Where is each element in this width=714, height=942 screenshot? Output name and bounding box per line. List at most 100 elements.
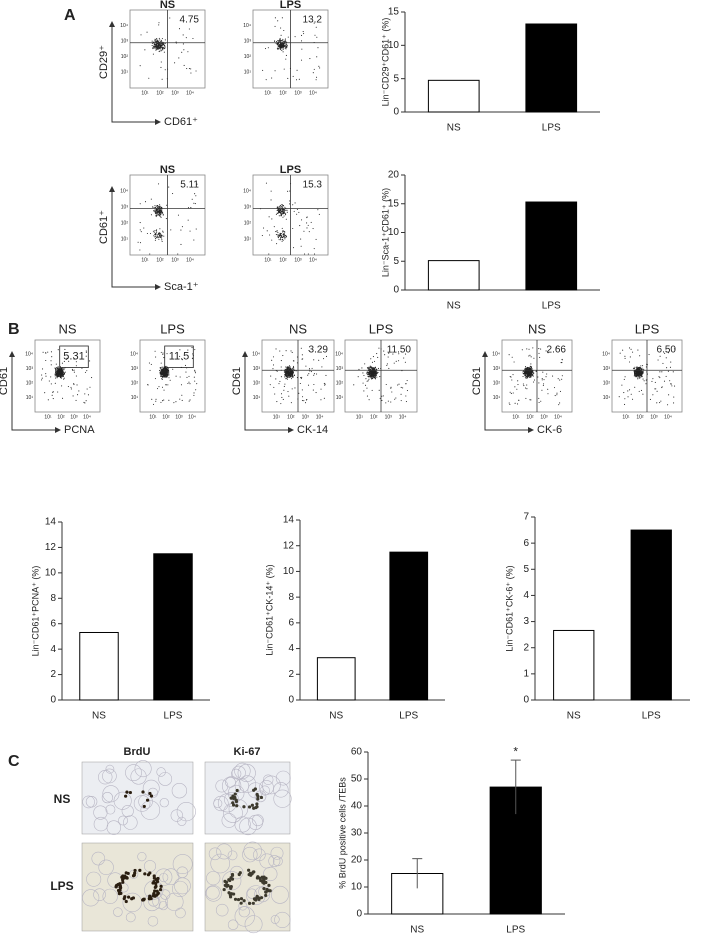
flow-event <box>530 374 531 375</box>
flow-event <box>168 370 169 371</box>
flow-tick-label: 10³ <box>336 366 344 372</box>
flow-tick-label: 10⁴ <box>243 188 251 194</box>
flow-tick-label: 10³ <box>493 366 501 372</box>
flow-event <box>165 373 166 374</box>
flow-tick-label: 10⁴ <box>186 257 194 263</box>
flow-event <box>303 33 304 34</box>
flow-event <box>523 383 524 384</box>
flow-event <box>301 60 302 61</box>
flow-event <box>139 249 140 250</box>
flow-event <box>158 213 159 214</box>
flow-event <box>532 373 533 374</box>
flow-quadrant-value: 6.50 <box>657 345 677 356</box>
flow-event <box>290 375 291 376</box>
flow-event <box>303 231 304 232</box>
flow-event <box>325 375 326 376</box>
flow-quadrant-value: 15.3 <box>303 180 323 191</box>
bar <box>317 658 355 700</box>
nucleus <box>260 796 263 799</box>
flow-event <box>286 350 287 351</box>
flow-event <box>62 371 63 372</box>
flow-event <box>58 349 59 350</box>
flow-event <box>362 372 363 373</box>
flow-event <box>320 389 321 390</box>
flow-event <box>525 372 526 373</box>
flow-event <box>193 239 194 240</box>
flow-event <box>155 351 156 352</box>
flow-event <box>163 232 164 233</box>
flow-event <box>282 40 283 41</box>
flow-event <box>376 374 377 375</box>
flow-event <box>189 231 190 232</box>
flow-event <box>154 205 155 206</box>
flow-event <box>287 212 288 213</box>
flow-event <box>636 373 637 374</box>
flow-event <box>166 375 167 376</box>
flow-tick-label: 10¹ <box>264 90 272 96</box>
y-tick-label: 10 <box>45 567 57 578</box>
flow-event <box>394 399 395 400</box>
flow-event <box>286 219 287 220</box>
flow-event <box>661 371 662 372</box>
flow-event <box>184 65 185 66</box>
flow-event <box>157 205 158 206</box>
flow-event <box>285 40 286 41</box>
flow-event <box>659 377 660 378</box>
flow-event <box>162 231 163 232</box>
flow-event <box>629 347 630 348</box>
flow-event <box>290 350 291 351</box>
flow-event <box>50 376 51 377</box>
flow-tick-label: 10³ <box>244 39 252 45</box>
flow-event <box>265 48 266 49</box>
flow-event <box>373 371 374 372</box>
flow-event <box>373 367 374 368</box>
flow-event <box>280 44 281 45</box>
flow-event <box>317 209 318 210</box>
flow-event <box>292 374 293 375</box>
flow-event <box>301 40 302 41</box>
flow-event <box>51 383 52 384</box>
flow-event <box>277 234 278 235</box>
flow-tick-label: 10³ <box>603 366 611 372</box>
flow-event <box>194 349 195 350</box>
flow-event <box>163 374 164 375</box>
flow-event <box>527 374 528 375</box>
flow-event <box>274 226 275 227</box>
flow-event <box>561 379 562 380</box>
panel-label: C <box>8 753 20 770</box>
flow-event <box>157 207 158 208</box>
flow-event <box>283 212 284 213</box>
flow-event <box>509 354 510 355</box>
flow-event <box>287 191 288 192</box>
flow-event <box>386 384 387 385</box>
flow-event <box>62 398 63 399</box>
flow-event <box>316 56 317 57</box>
flow-event <box>158 24 159 25</box>
flow-event <box>286 376 287 377</box>
flow-event <box>637 372 638 373</box>
flow-event <box>161 210 162 211</box>
flow-event <box>638 372 639 373</box>
nucleus <box>240 897 243 900</box>
flow-event <box>49 380 50 381</box>
flow-event <box>659 402 660 403</box>
flow-event <box>177 253 178 254</box>
nucleus <box>231 874 234 877</box>
flow-event <box>150 370 151 371</box>
flow-event <box>262 70 263 71</box>
flow-event <box>196 383 197 384</box>
flow-event <box>540 401 541 402</box>
flow-event <box>284 234 285 235</box>
flow-x-label: Sca-1⁺ <box>164 281 199 293</box>
flow-event <box>285 366 286 367</box>
flow-tick-label: 10² <box>526 414 534 420</box>
flow-event <box>273 387 274 388</box>
flow-event <box>526 348 527 349</box>
flow-event <box>523 371 524 372</box>
nucleus <box>129 791 132 794</box>
flow-event <box>153 404 154 405</box>
flow-event <box>405 362 406 363</box>
flow-event <box>635 371 636 372</box>
flow-event <box>649 354 650 355</box>
flow-event <box>157 214 158 215</box>
